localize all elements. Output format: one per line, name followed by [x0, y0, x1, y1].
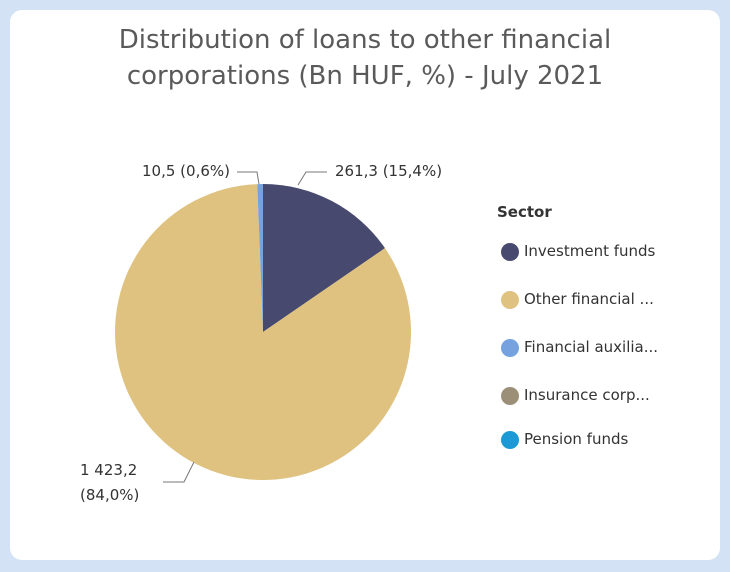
pie-slice	[257, 184, 263, 332]
chart-title: Distribution of loans to other financial…	[0, 22, 730, 94]
legend-label: Investment funds	[524, 242, 656, 260]
data-label: 1 423,2 (84,0%)	[80, 461, 140, 504]
legend-marker	[501, 387, 519, 405]
leader-line	[297, 171, 327, 186]
leader-line	[237, 171, 260, 185]
pie-slice	[263, 184, 385, 332]
data-label: 10,5 (0,6%)	[142, 162, 230, 180]
legend-marker	[501, 243, 519, 261]
legend-label: Other financial ...	[524, 290, 654, 308]
data-label: 261,3 (15,4%)	[335, 162, 443, 180]
pie-slice	[115, 184, 412, 480]
legend-marker	[501, 431, 519, 449]
legend-label: Financial auxilia...	[524, 338, 659, 356]
leader-line	[163, 461, 195, 483]
legend-label: Insurance corp...	[524, 386, 650, 404]
title-text: Distribution of loans to other financial…	[118, 25, 612, 91]
legend-marker	[501, 291, 519, 309]
legend-marker	[501, 339, 519, 357]
legend-label: Pension funds	[524, 430, 629, 448]
legend-title: Sector	[497, 203, 552, 221]
